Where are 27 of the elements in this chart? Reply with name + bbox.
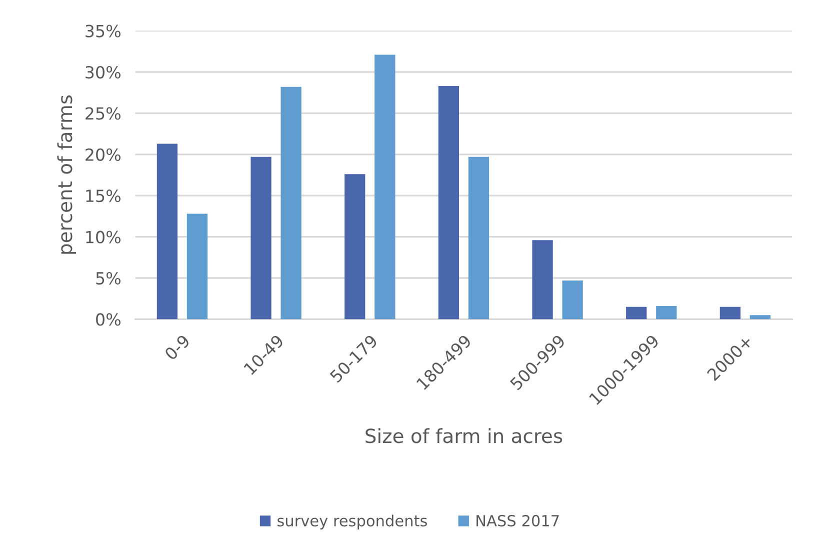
- bar: [250, 156, 272, 320]
- bar: [280, 86, 302, 320]
- legend-label: survey respondents: [278, 514, 427, 530]
- y-tick-label: 10%: [86, 230, 120, 244]
- bar: [562, 280, 583, 320]
- y-tick-label: 15%: [86, 190, 120, 202]
- bar: [468, 156, 490, 320]
- bar: [720, 306, 741, 320]
- legend-label: NASS 2017: [476, 514, 559, 526]
- bar: [156, 144, 178, 320]
- x-axis-title: Size of farm in acres: [366, 428, 562, 444]
- y-tick-label: 0%: [96, 313, 120, 326]
- bar: [374, 54, 396, 320]
- bar: [750, 315, 771, 320]
- bar: [344, 174, 366, 320]
- y-tick-label: 35%: [86, 24, 120, 38]
- y-tick-label: 30%: [86, 66, 120, 79]
- y-tick-label: 25%: [86, 107, 120, 120]
- y-axis-title: percent of farms: [57, 95, 76, 254]
- y-tick-label: 20%: [86, 148, 120, 161]
- bar: [186, 214, 208, 320]
- bar: [626, 306, 647, 320]
- y-tick-label: 5%: [96, 272, 120, 285]
- x-tick-label: 0-9: [164, 334, 191, 361]
- bar: [532, 240, 553, 320]
- bar: [438, 86, 460, 320]
- bar: [656, 306, 677, 320]
